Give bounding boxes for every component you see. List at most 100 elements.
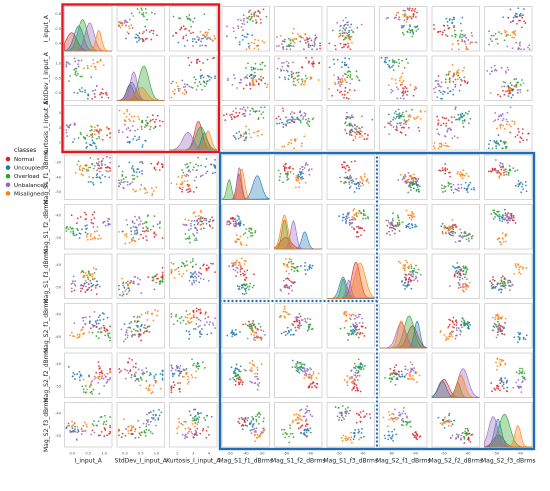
point-normal [252,320,255,322]
point-normal [287,277,290,280]
point-uncoupled [345,132,348,135]
point-uncoupled [297,369,300,371]
point-unbalanced [467,233,470,236]
point-overload [467,122,470,125]
point-uncoupled [226,334,229,337]
point-unbalanced [509,217,511,220]
point-normal [98,365,100,368]
point-overload [498,144,501,146]
point-unbalanced [352,380,354,383]
point-uncoupled [387,113,390,116]
point-misaligned [519,91,522,94]
point-unbalanced [135,371,137,374]
point-overload [251,20,254,22]
point-unbalanced [122,186,125,189]
point-overload [145,425,148,428]
point-uncoupled [469,324,471,326]
point-overload [507,172,510,174]
point-overload [83,136,86,139]
point-misaligned [85,274,88,277]
point-misaligned [250,333,253,336]
point-normal [342,161,345,164]
point-misaligned [147,389,150,392]
point-unbalanced [290,111,293,113]
point-uncoupled [448,90,451,93]
point-normal [456,271,459,274]
point-normal [303,48,305,51]
point-misaligned [245,244,248,247]
point-uncoupled [252,418,255,421]
point-unbalanced [348,183,351,185]
point-misaligned [511,31,514,34]
point-misaligned [288,313,291,316]
point-normal [88,286,91,289]
point-unbalanced [494,119,497,122]
point-overload [147,214,150,217]
point-unbalanced [73,283,76,286]
point-overload [261,68,263,71]
point-overload [355,75,358,77]
point-normal [161,266,164,269]
point-overload [145,380,148,383]
point-normal [444,169,447,172]
point-normal [242,381,244,384]
point-uncoupled [185,368,188,370]
point-misaligned [502,359,505,362]
point-unbalanced [411,270,414,273]
point-misaligned [412,178,414,180]
point-overload [248,230,251,232]
point-unbalanced [459,333,462,336]
point-overload [408,114,411,117]
point-normal [282,110,285,112]
point-overload [346,332,349,335]
point-overload [498,31,500,34]
point-uncoupled [303,433,306,436]
point-normal [310,39,313,42]
point-misaligned [408,185,411,188]
point-uncoupled [77,430,80,433]
point-overload [140,13,143,16]
point-unbalanced [298,313,301,315]
point-uncoupled [135,33,138,36]
point-unbalanced [73,123,76,126]
point-uncoupled [403,24,405,27]
point-uncoupled [438,89,441,92]
point-overload [402,33,405,36]
point-overload [67,228,70,231]
point-uncoupled [241,428,244,431]
point-misaligned [235,240,238,243]
point-misaligned [238,238,241,241]
point-unbalanced [239,107,242,110]
point-uncoupled [244,369,247,372]
point-misaligned [94,68,97,71]
point-normal [262,8,265,11]
point-unbalanced [195,279,198,282]
cell-frame [221,154,270,200]
point-misaligned [74,172,77,174]
point-misaligned [86,388,89,391]
point-unbalanced [340,24,342,27]
point-overload [86,134,89,137]
point-uncoupled [493,140,495,142]
point-overload [462,265,465,268]
point-unbalanced [171,80,174,83]
point-misaligned [185,269,188,272]
point-unbalanced [466,278,468,281]
point-misaligned [500,174,502,177]
point-overload [391,378,394,381]
point-unbalanced [88,322,91,325]
point-overload [463,76,466,79]
point-overload [343,182,345,185]
point-uncoupled [189,414,192,417]
point-normal [184,27,187,30]
point-misaligned [500,243,503,246]
point-unbalanced [351,221,354,224]
cell-mag-s2-f3-dbrms-vs-kurtosis-i-input-a [169,402,218,448]
point-unbalanced [96,226,99,228]
cell-stddev-i-input-a-vs-mag-s1-f3-dbrms [326,55,375,101]
point-misaligned [154,309,156,311]
point-unbalanced [505,173,508,176]
point-unbalanced [243,112,246,115]
point-normal [454,223,457,226]
point-misaligned [190,321,193,323]
